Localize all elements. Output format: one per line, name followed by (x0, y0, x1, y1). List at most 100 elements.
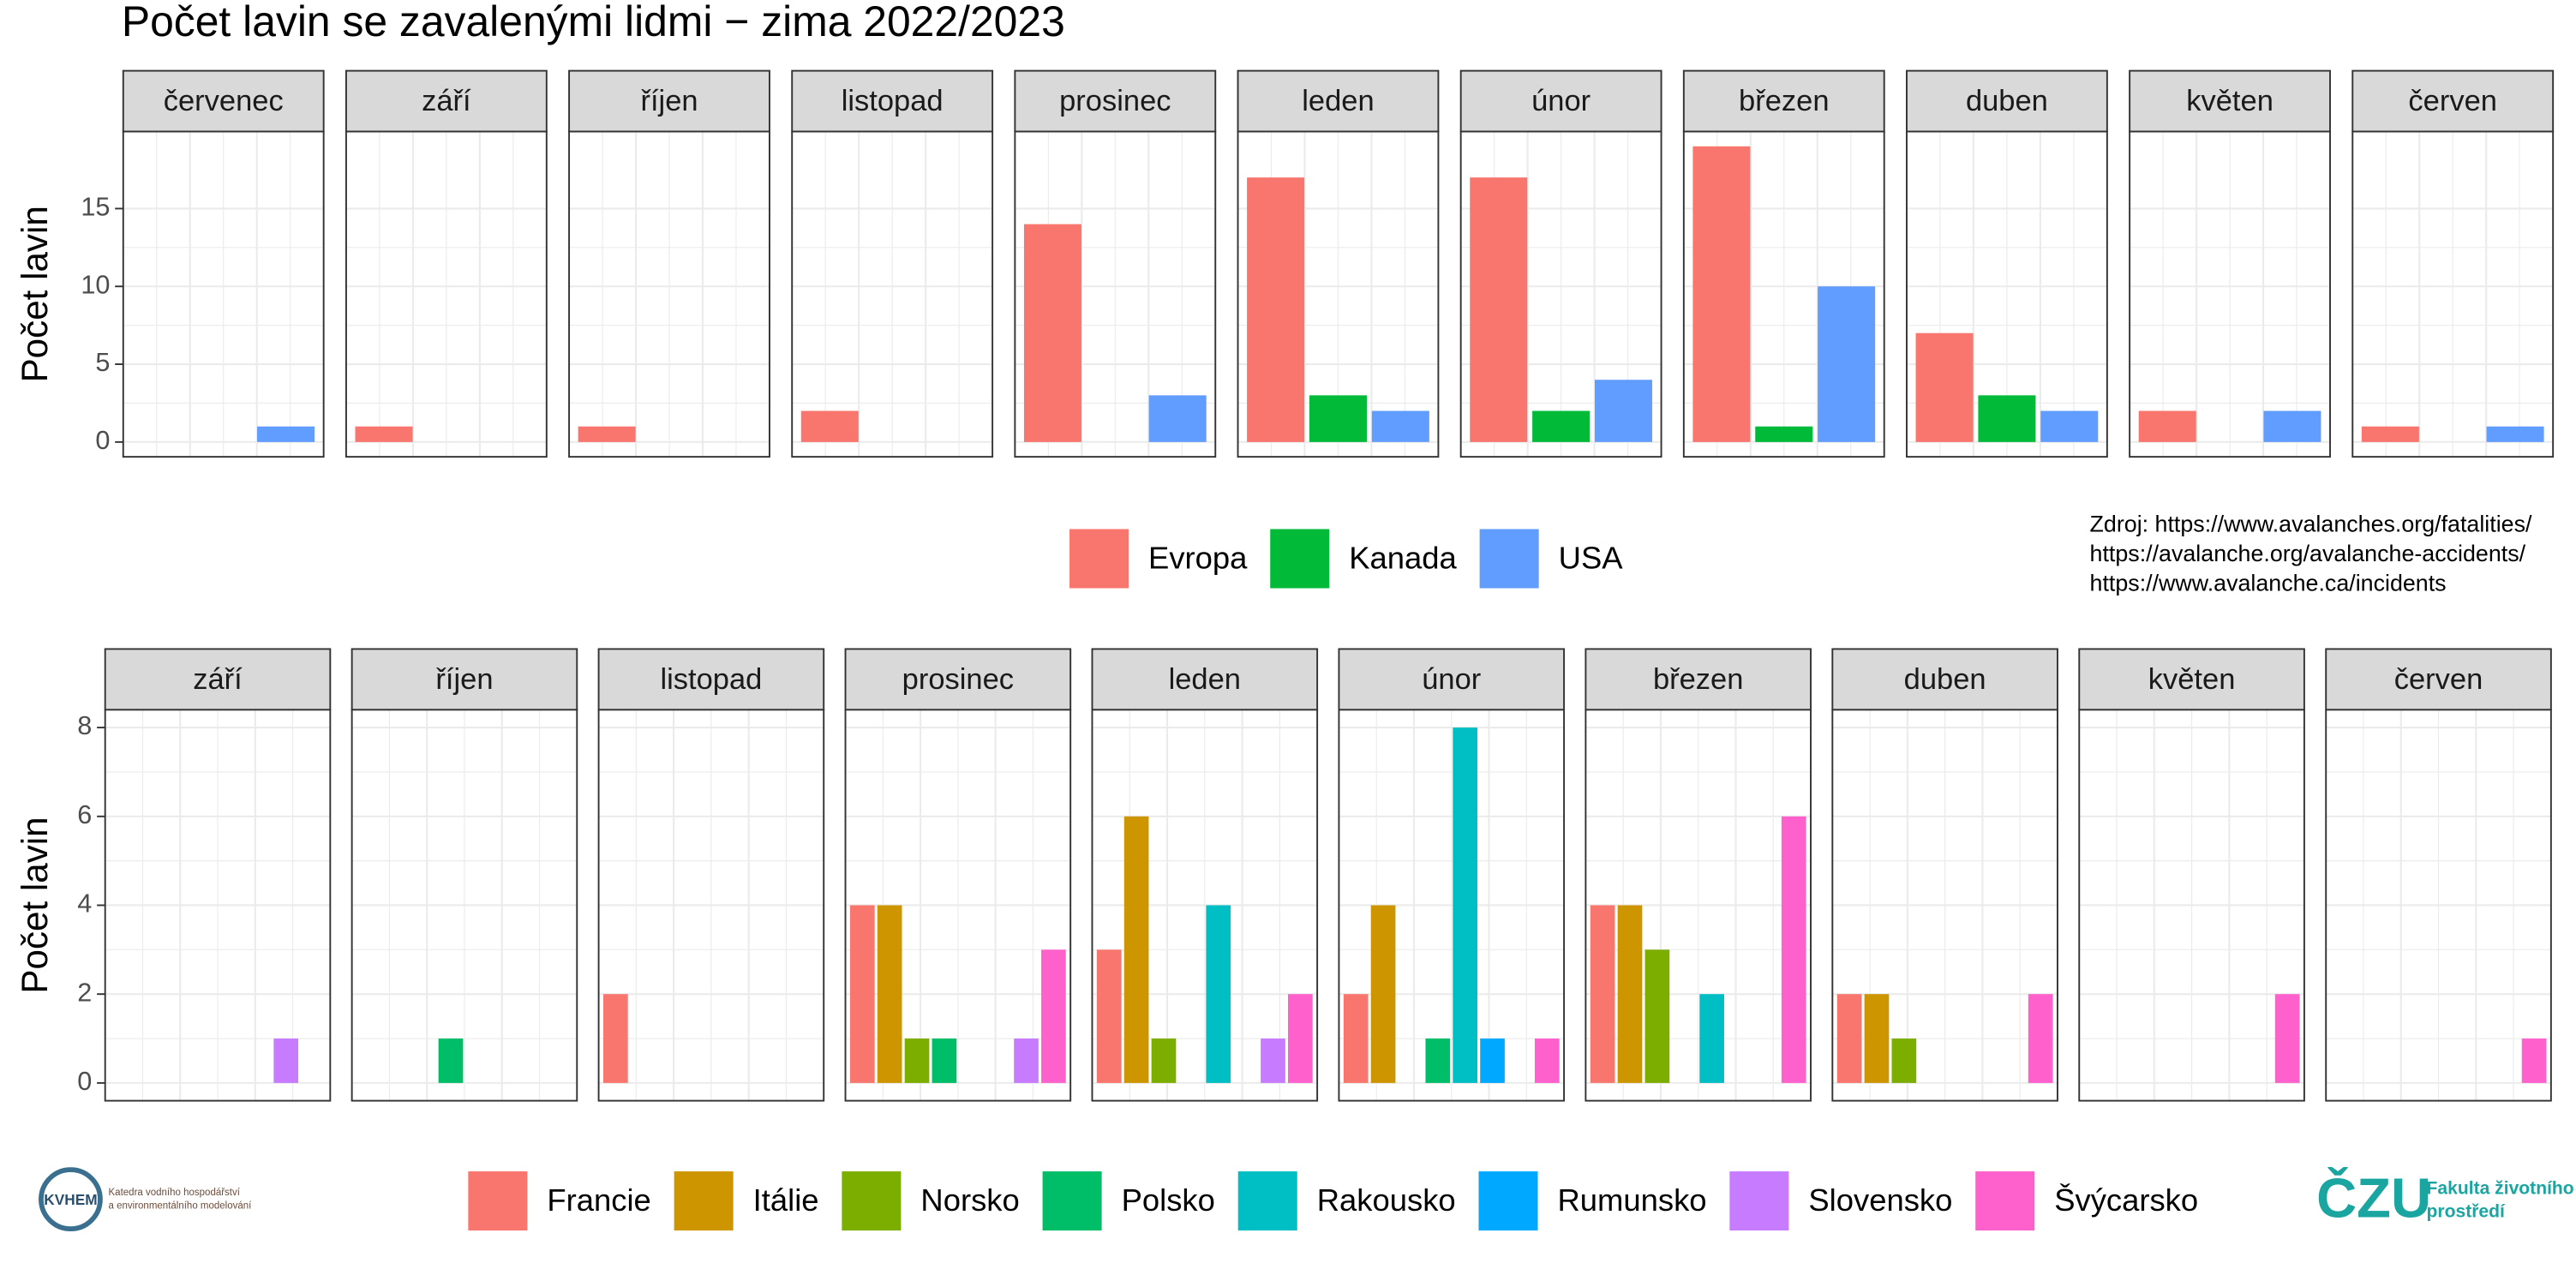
bar (1123, 816, 1149, 1083)
strip (1338, 648, 1566, 711)
facet-label: červen (2394, 663, 2483, 696)
bar (2274, 994, 2300, 1083)
legend-label: Norsko (920, 1182, 1019, 1218)
strip (344, 69, 548, 133)
bar (1247, 177, 1305, 442)
bar (1978, 395, 2036, 442)
logo-text: Katedra vodního hospodářství (109, 1188, 241, 1198)
bar (1818, 286, 1876, 442)
legend-key (1042, 1171, 1102, 1231)
bar (1041, 949, 1066, 1083)
y-tick-label: 2 (77, 978, 92, 1007)
y-axis-title: Počet lavin (15, 206, 55, 382)
facet-label: květen (2186, 85, 2273, 117)
legend-label: Švýcarsko (2054, 1182, 2198, 1218)
panel-border (1338, 709, 1566, 1102)
facet-label: leden (1302, 85, 1374, 117)
bar (849, 905, 875, 1083)
logo-text: prostředí (2427, 1202, 2506, 1222)
strip (568, 69, 770, 133)
panel-border (1014, 130, 1217, 458)
y-tick-label: 10 (81, 270, 110, 299)
bar (1470, 177, 1528, 442)
strip (122, 69, 325, 133)
facet-label: únor (1422, 663, 1481, 696)
bar (1532, 410, 1591, 442)
panel-border (2351, 130, 2555, 458)
facet-label: prosinec (1059, 85, 1171, 117)
facet-label: leden (1169, 663, 1241, 696)
facet-label: září (193, 663, 243, 696)
legend-key (674, 1171, 734, 1231)
facet-label: listopad (660, 663, 762, 696)
legend-key (1975, 1171, 2035, 1231)
legend-key (1479, 529, 1539, 589)
legend-label: Itálie (753, 1182, 819, 1218)
bar (932, 1039, 957, 1083)
strip (1831, 648, 2058, 711)
panel-border (1091, 709, 1319, 1102)
logo-text: KVHEM (44, 1191, 97, 1208)
bar (1594, 380, 1652, 442)
y-tick-label: 6 (77, 800, 92, 829)
facet-label: květen (2148, 663, 2236, 696)
bar (1096, 949, 1122, 1083)
panel-border (344, 130, 548, 458)
logo-text: Fakulta životního (2427, 1179, 2574, 1199)
bar (1534, 1039, 1560, 1083)
bar (1288, 994, 1313, 1083)
bar (2521, 1039, 2547, 1083)
bar (1755, 426, 1813, 442)
panel-border (568, 130, 770, 458)
strip (104, 648, 332, 711)
y-tick-label: 5 (95, 348, 110, 377)
panel-border (2129, 130, 2331, 458)
facet-label: duben (1966, 85, 2048, 117)
legend-key (1237, 1171, 1297, 1231)
bar (603, 994, 628, 1083)
y-axis-title: Počet lavin (15, 817, 55, 993)
bar (273, 1039, 299, 1083)
source: Zdroj: https://www.avalanches.org/fatali… (2090, 512, 2532, 537)
bar (1692, 146, 1751, 442)
bar (1148, 395, 1207, 442)
legend-label: Evropa (1148, 541, 1248, 576)
bar (438, 1039, 464, 1083)
bar (1151, 1039, 1177, 1083)
chart-title: Počet lavin se zavalenými lidmi − zima 2… (122, 0, 1065, 45)
logo-right: ČZU Fakulta životního prostředí (2316, 1167, 2574, 1230)
legend-key (1729, 1171, 1789, 1231)
facet-label: březen (1653, 663, 1744, 696)
bar (1370, 905, 1396, 1083)
strip (844, 648, 1072, 711)
facet-label: prosinec (902, 663, 1014, 696)
strip (1014, 69, 1217, 133)
y-tick-label: 4 (77, 889, 92, 919)
facet-label: říjen (435, 663, 493, 696)
facet-label: září (422, 85, 471, 117)
legend-label: Polsko (1122, 1182, 1215, 1218)
source: https://avalanche.org/avalanche-accident… (2090, 541, 2526, 566)
bar (1371, 410, 1429, 442)
strip (1906, 69, 2108, 133)
y-tick-label: 15 (81, 193, 110, 222)
panel-border (2325, 709, 2552, 1102)
strip (1237, 69, 1440, 133)
bar (1309, 395, 1367, 442)
bar (355, 426, 413, 442)
bar (2028, 994, 2053, 1083)
facet-label: únor (1531, 85, 1591, 117)
facet-label: červenec (164, 85, 284, 117)
bar (1836, 994, 1862, 1083)
bar (1014, 1039, 1039, 1083)
strip (2129, 69, 2331, 133)
legend-key (1270, 529, 1330, 589)
logo-left: KVHEM Katedra vodního hospodářství a env… (39, 1167, 252, 1232)
bar (2361, 426, 2419, 442)
bar (1023, 224, 1081, 442)
strip (1091, 648, 1319, 711)
logo-circle (39, 1167, 103, 1232)
panel-border (1682, 130, 1885, 458)
bar (2138, 410, 2196, 442)
